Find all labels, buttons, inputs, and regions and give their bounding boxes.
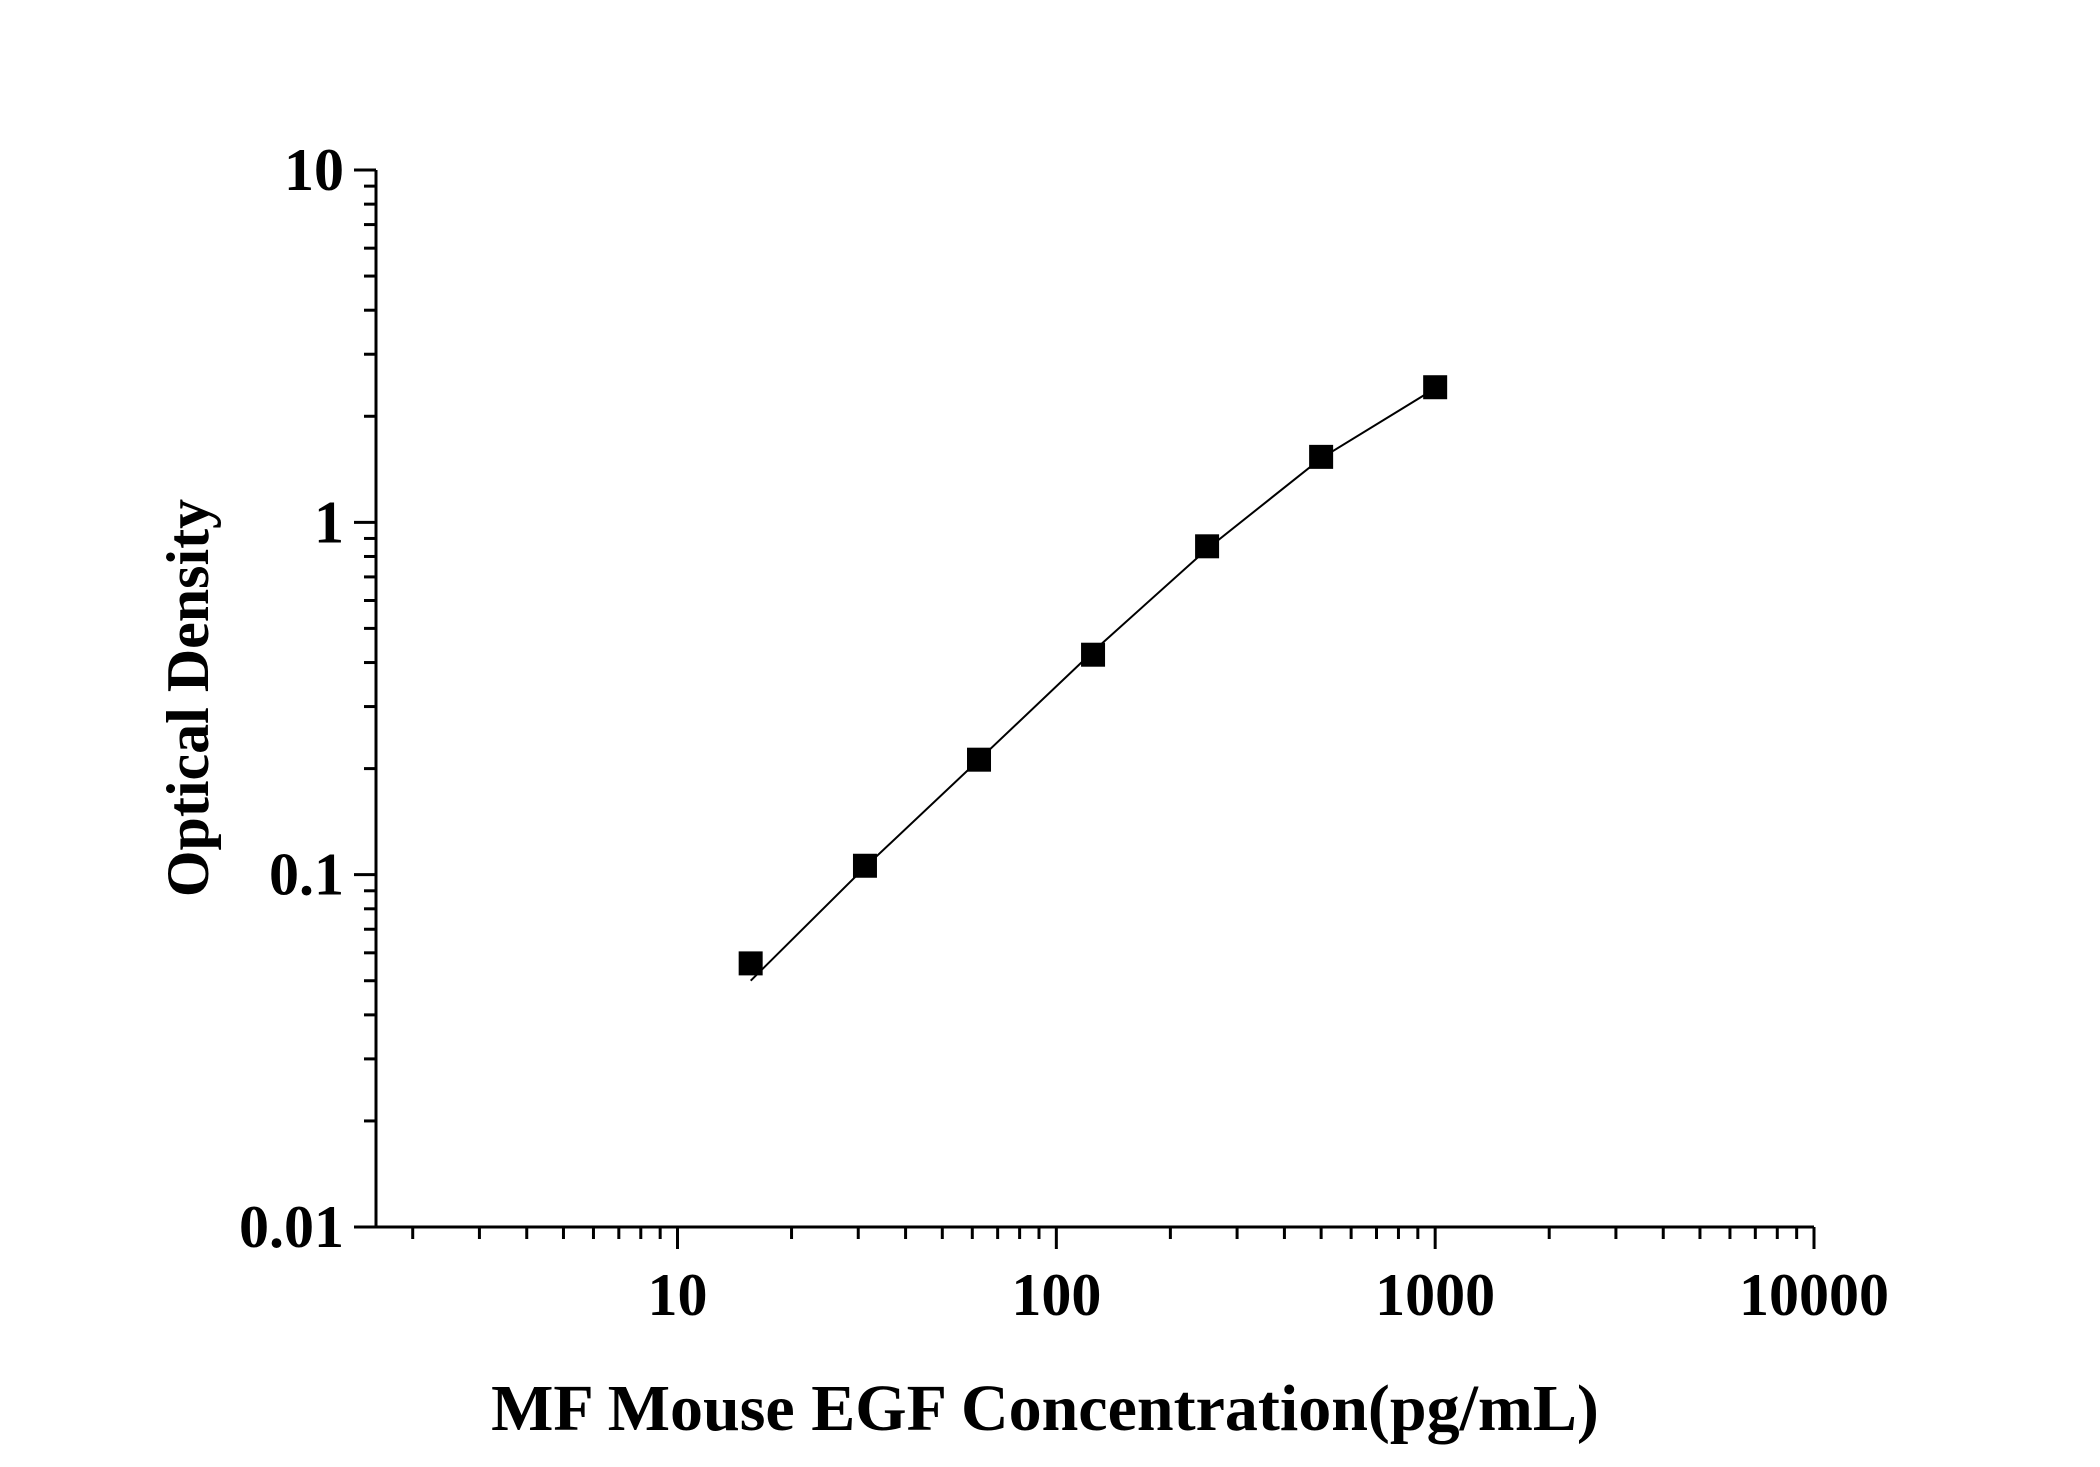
data-point	[1309, 444, 1334, 469]
data-point	[1081, 642, 1106, 667]
fit-curve	[749, 387, 1436, 982]
fit-line-group	[749, 387, 1436, 982]
x-tick-label: 100	[1011, 1262, 1101, 1328]
data-point	[738, 951, 763, 976]
axes	[374, 170, 1814, 1229]
data-point	[852, 853, 877, 878]
y-tick-label: 1	[314, 489, 344, 555]
y-tick-label: 0.1	[269, 842, 344, 908]
y-axis-title: Optical Density	[155, 499, 221, 897]
data-point	[967, 747, 992, 772]
x-tick-label: 10000	[1739, 1262, 1889, 1328]
data-point	[1195, 534, 1220, 559]
x-tick-label: 1000	[1375, 1262, 1495, 1328]
x-ticks: 10 100 1000 10000	[411, 1227, 1889, 1328]
y-tick-label: 10	[284, 137, 344, 203]
y-tick-label: 0.01	[239, 1194, 344, 1260]
data-points	[738, 375, 1448, 976]
y-ticks: 0.01 0.1 1 10	[239, 137, 376, 1260]
x-tick-label: 10	[648, 1262, 708, 1328]
x-axis-title: MF Mouse EGF Concentration(pg/mL)	[491, 1372, 1599, 1445]
data-point	[1423, 375, 1448, 400]
